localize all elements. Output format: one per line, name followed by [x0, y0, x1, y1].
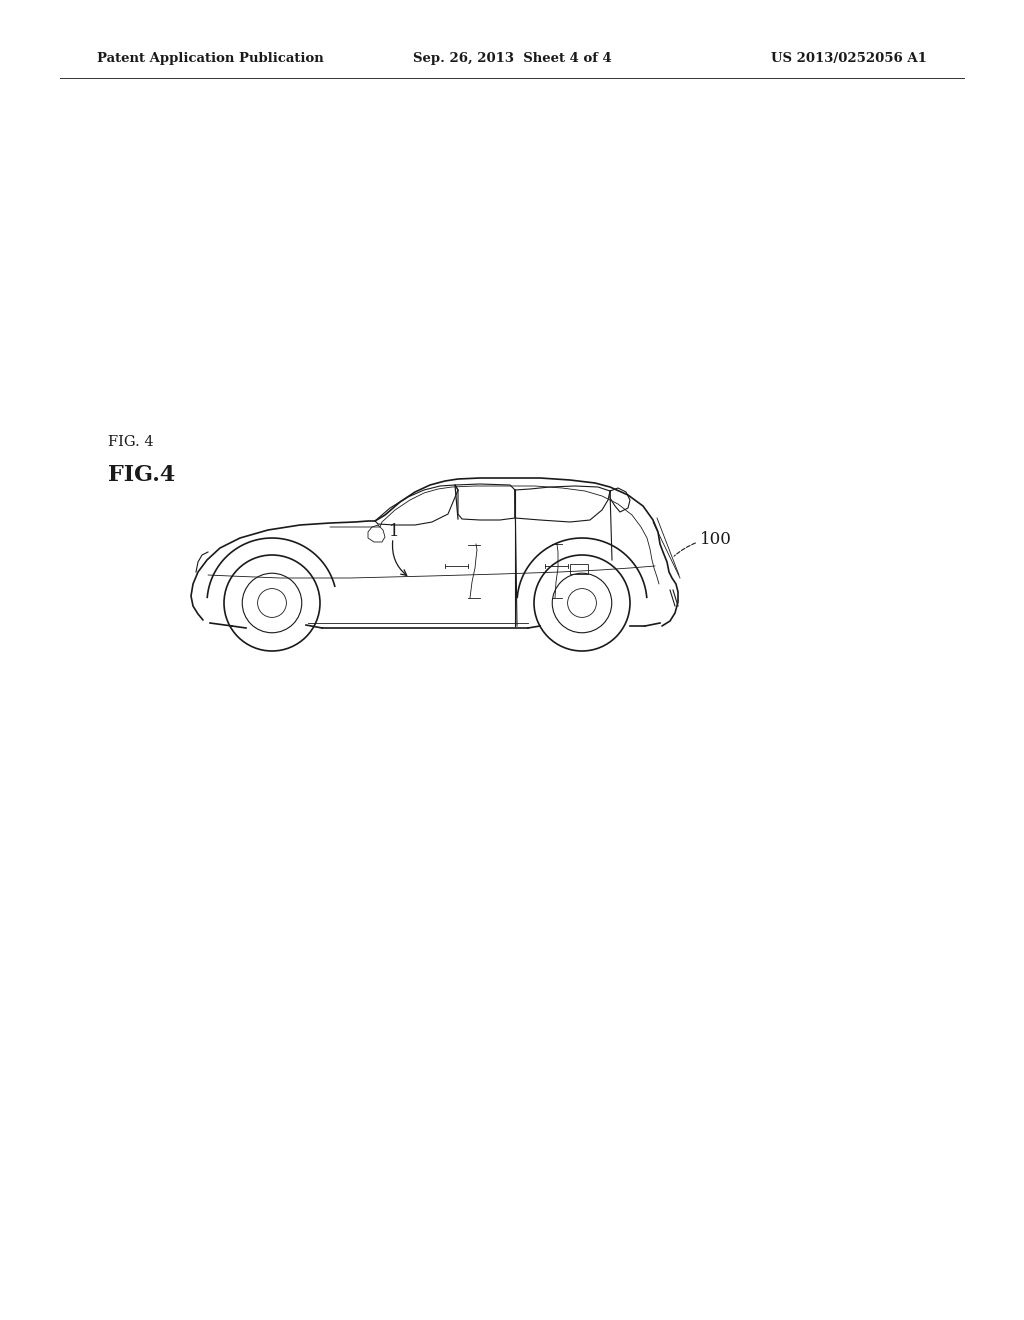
Text: Patent Application Publication: Patent Application Publication [97, 51, 324, 65]
Text: 100: 100 [700, 532, 732, 549]
Text: FIG. 4: FIG. 4 [108, 436, 154, 449]
Text: FIG.4: FIG.4 [108, 465, 175, 486]
Text: 1: 1 [389, 524, 399, 540]
Text: US 2013/0252056 A1: US 2013/0252056 A1 [771, 51, 927, 65]
Text: Sep. 26, 2013  Sheet 4 of 4: Sep. 26, 2013 Sheet 4 of 4 [413, 51, 611, 65]
